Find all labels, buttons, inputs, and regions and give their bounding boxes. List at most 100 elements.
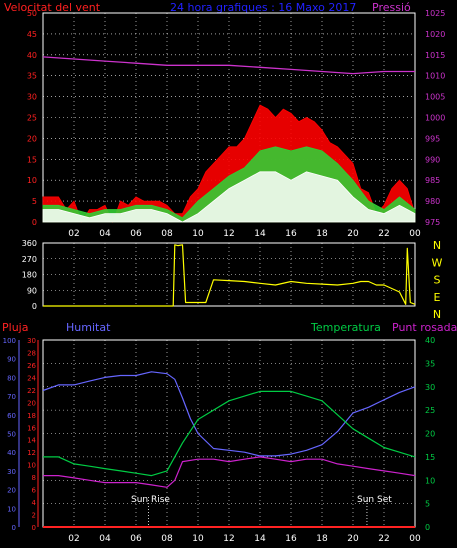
pressure-y-tick-label: 1025 [425,9,445,18]
humidity-series-line [42,371,416,457]
temperature-y-tick-label: 20 [425,430,435,439]
temperature-y-tick-label: 15 [425,453,435,462]
temperature-header: Temperatura [310,321,381,334]
rain-y-tick-label: 30 [27,337,36,345]
wind-y-tick-label: 20 [27,134,37,143]
humidity-y-tick-label: 60 [7,412,16,420]
rain-y-tick-label: 14 [27,437,36,445]
direction-y-tick-label: 270 [22,255,37,264]
wind-y-tick-label: 40 [27,51,37,60]
wind-chart-x-tick-label: 04 [99,229,111,239]
humidity-temperature-chart-x-tick-label: 04 [99,534,111,544]
humidity-y-tick-label: 0 [12,524,16,532]
humidity-y-tick-label: 20 [7,487,16,495]
wind-base-series [42,171,416,223]
sun-set-label: Sun Set [357,495,392,505]
temperature-y-tick-label: 10 [425,476,435,485]
temperature-y-tick-label: 5 [425,500,430,509]
pressure-y-tick-label: 975 [425,218,440,227]
wind-y-tick-label: 45 [27,30,37,39]
cardinal-label: S [434,274,441,287]
wind-chart-x-tick-label: 20 [347,229,359,239]
dewpoint-series-line [43,456,416,488]
pressure-y-tick-label: 985 [425,176,440,185]
rain-y-tick-label: 0 [32,524,36,532]
rain-y-tick-label: 20 [27,399,36,407]
pressure-series-line [42,56,415,75]
wind-chart: 0510152025303540455097598098599099510001… [27,9,446,239]
direction-y-tick-label: 180 [22,271,37,280]
cardinal-label: E [434,291,441,304]
pressure-y-tick-label: 1000 [425,114,445,123]
rain-y-tick-label: 22 [27,387,36,395]
temperature-series-line [43,390,416,477]
chart-subtitle: 24 hora grafiques : 16 Maxo 2017 [170,1,356,14]
wind-chart-x-tick-label: 02 [68,229,79,239]
wind-y-tick-label: 25 [27,114,37,123]
rain-y-tick-label: 8 [32,474,36,482]
temperature-y-tick-label: 0 [425,523,430,532]
humidity-temperature-chart-x-tick-label: 00 [409,534,421,544]
sun-rise-label: Sun Rise [131,495,170,505]
wind-chart-x-tick-label: 12 [223,229,234,239]
humidity-temperature-chart-x-tick-label: 16 [285,534,297,544]
humidity-y-tick-label: 30 [7,468,16,476]
humidity-y-tick-label: 40 [7,449,16,457]
humidity-y-tick-label: 90 [7,356,16,364]
direction-y-tick-label: 0 [32,302,37,311]
humidity-y-tick-label: 100 [3,337,16,345]
direction-y-tick-label: 360 [22,239,37,248]
wind-direction-series-line [43,244,416,307]
rain-y-tick-label: 6 [32,487,37,495]
humidity-temperature-chart-x-tick-label: 22 [378,534,389,544]
rain-y-tick-label: 26 [27,362,36,370]
temperature-y-tick-label: 40 [425,336,435,345]
temperature-y-tick-label: 30 [425,383,435,392]
cardinal-label: N [433,239,441,252]
rain-y-tick-label: 24 [27,374,36,382]
wind-y-tick-label: 30 [27,93,37,102]
wind-chart-x-tick-label: 22 [378,229,389,239]
humidity-y-tick-label: 70 [7,393,16,401]
temperature-y-tick-label: 25 [425,406,435,415]
pressure-y-tick-label: 980 [425,197,440,206]
rain-y-tick-label: 18 [27,412,36,420]
humidity-y-tick-label: 50 [7,431,16,439]
humidity-header: Humitat [66,321,111,334]
wind-y-tick-label: 35 [27,72,37,81]
pressure-y-tick-label: 990 [425,155,440,164]
wind-chart-x-tick-label: 06 [130,229,142,239]
pressure-y-tick-label: 1005 [425,93,445,102]
wind-chart-x-tick-label: 16 [285,229,297,239]
humidity-temperature-chart-x-tick-label: 10 [192,534,204,544]
humidity-temperature-chart-x-tick-label: 18 [316,534,328,544]
rain-y-tick-label: 10 [27,462,36,470]
wind-y-tick-label: 15 [27,155,37,164]
rain-y-tick-label: 4 [32,499,37,507]
humidity-temperature-chart-x-tick-label: 02 [68,534,79,544]
wind-title: Velocitat del vent [4,1,101,14]
humidity-temperature-chart-x-tick-label: 20 [347,534,359,544]
rain-y-tick-label: 28 [27,349,36,357]
rain-header: Pluja [2,321,28,334]
cardinal-label: W [432,256,443,269]
temperature-y-tick-label: 35 [425,359,435,368]
humidity-temperature-chart-x-tick-label: 14 [254,534,266,544]
wind-y-tick-label: 10 [27,176,37,185]
humidity-temperature-chart-x-tick-label: 08 [161,534,173,544]
dewpoint-header: Punt rosada [392,321,457,334]
wind-chart-x-tick-label: 08 [161,229,173,239]
wind-chart-x-tick-label: 00 [409,229,421,239]
pressure-y-tick-label: 995 [425,134,440,143]
wind-chart-x-tick-label: 14 [254,229,266,239]
rain-y-tick-label: 12 [27,449,36,457]
wind-chart-x-tick-label: 10 [192,229,204,239]
wind-chart-x-tick-label: 18 [316,229,328,239]
rain-y-tick-label: 16 [27,424,36,432]
pressure-y-tick-label: 1015 [425,51,445,60]
wind-y-tick-label: 5 [32,197,37,206]
wind-y-tick-label: 50 [27,9,37,18]
wind-y-tick-label: 0 [32,218,37,227]
